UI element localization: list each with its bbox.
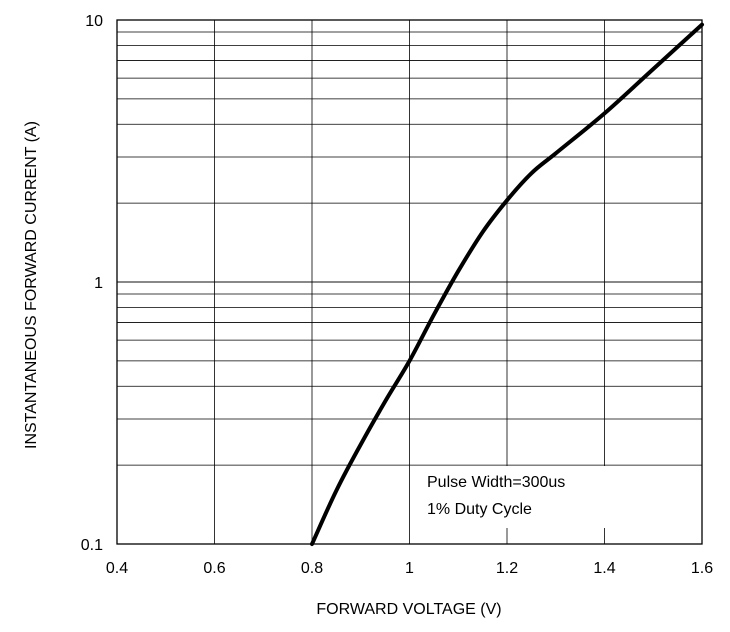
x-tick-label: 1.4 xyxy=(593,560,615,577)
annotation-background xyxy=(418,466,690,528)
forward-current-curve xyxy=(310,22,704,546)
plot-frame xyxy=(116,19,703,545)
x-tick-label: 1.2 xyxy=(496,560,518,577)
x-tick-label: 1.6 xyxy=(691,560,713,577)
annotation-pulse-width: Pulse Width=300us xyxy=(427,474,565,491)
x-axis-label: FORWARD VOLTAGE (V) xyxy=(316,601,501,618)
x-tick-label: 1 xyxy=(405,560,414,577)
y-axis-label: INSTANTANEOUS FORWARD CURRENT (A) xyxy=(23,121,40,449)
y-tick-label: 1 xyxy=(94,275,103,292)
y-tick-label: 10 xyxy=(85,13,103,30)
x-tick-labels: 0.4 0.6 0.8 1 1.2 1.4 1.6 xyxy=(106,560,713,577)
y-tick-label: 0.1 xyxy=(81,537,103,554)
x-tick-label: 0.8 xyxy=(301,560,323,577)
grid-lines xyxy=(116,19,703,545)
x-tick-label: 0.6 xyxy=(203,560,225,577)
x-tick-label: 0.4 xyxy=(106,560,128,577)
y-tick-labels: 0.1 1 10 xyxy=(81,13,103,554)
annotation-duty-cycle: 1% Duty Cycle xyxy=(427,501,532,518)
